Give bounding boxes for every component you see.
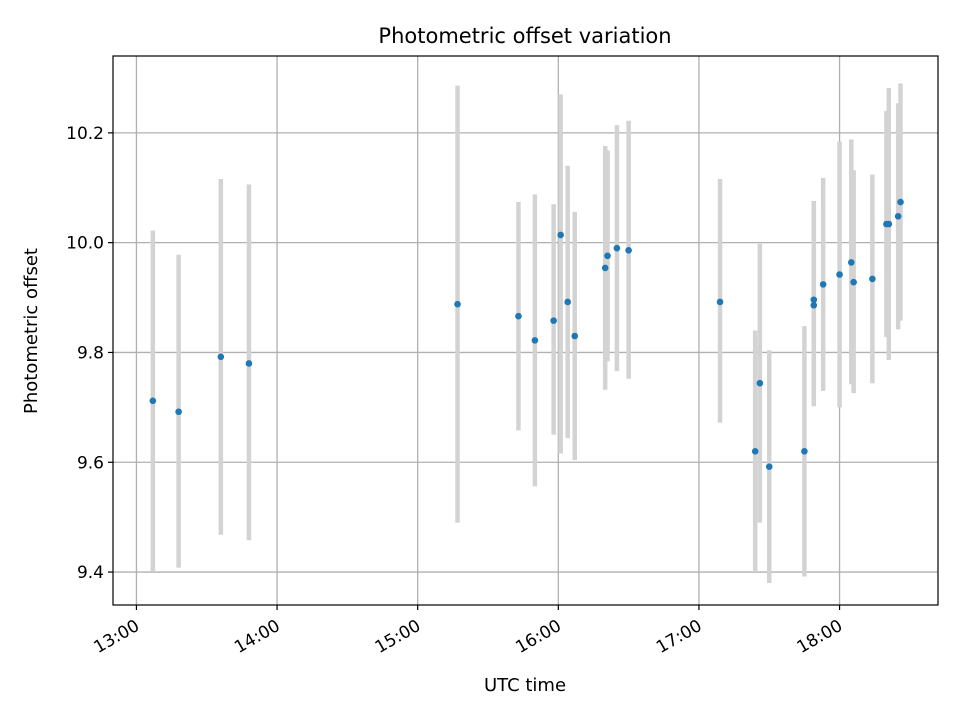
x-axis-label: UTC time <box>484 675 566 696</box>
data-point <box>885 220 893 228</box>
data-point <box>613 244 621 252</box>
data-point <box>557 231 564 239</box>
data-point <box>245 360 253 367</box>
y-tick-label: 10.2 <box>66 124 104 144</box>
data-point <box>756 379 764 387</box>
data-point <box>819 281 827 288</box>
data-point <box>836 271 843 278</box>
data-point <box>897 198 904 206</box>
data-point <box>847 259 855 266</box>
data-point <box>869 275 876 283</box>
y-axis-label: Photometric offset <box>21 248 42 414</box>
data-point <box>149 397 157 405</box>
data-point <box>604 252 611 260</box>
data-points <box>149 198 904 470</box>
y-tick-label: 9.8 <box>77 343 104 363</box>
data-point <box>625 247 632 254</box>
data-point <box>765 463 773 470</box>
y-tick-label: 9.4 <box>77 563 104 583</box>
data-point <box>894 213 902 220</box>
chart-title: Photometric offset variation <box>378 24 671 48</box>
data-point <box>810 301 818 309</box>
data-point <box>801 447 808 455</box>
data-point <box>571 332 579 340</box>
data-point <box>601 264 609 272</box>
data-point <box>716 298 724 306</box>
data-point <box>751 447 759 455</box>
data-point <box>515 312 522 320</box>
y-tick-label: 9.6 <box>77 453 104 473</box>
data-point <box>850 278 857 286</box>
data-point <box>217 353 225 361</box>
data-point <box>810 296 818 304</box>
data-point <box>175 408 182 416</box>
data-point <box>454 300 461 308</box>
data-point <box>564 298 571 306</box>
y-axis: 9.4 9.6 9.8 10.0 10.2 <box>66 124 113 583</box>
data-point <box>531 337 539 344</box>
plot-frame <box>112 55 939 606</box>
y-tick-label: 10.0 <box>66 234 104 254</box>
data-point <box>550 317 557 324</box>
